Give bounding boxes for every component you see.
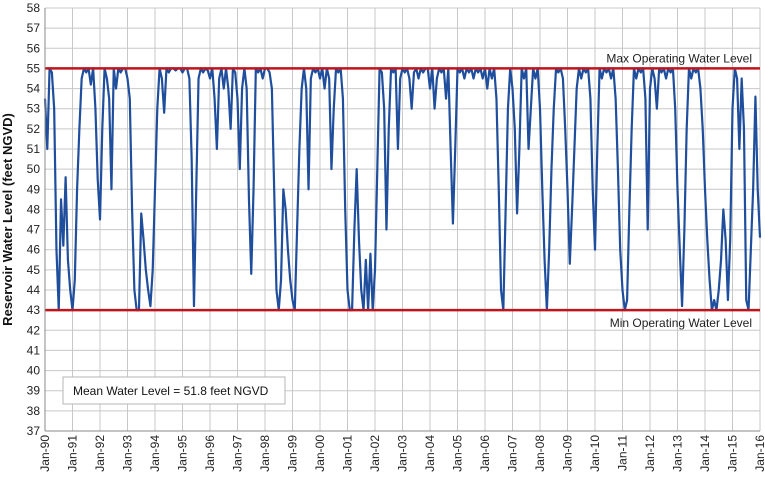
x-tick-label: Jan-12 [643,435,657,472]
y-tick-labels: 37 38 39 40 41 42 43 44 45 46 47 48 49 50 51 52 53 54 55 56… [27,1,41,438]
mean-level-box [62,376,286,405]
x-tick-label: Jan-07 [506,435,520,472]
y-tick-label: 44 [27,283,41,297]
x-tick-label: Jan-97 [231,435,245,472]
x-tick-label: Jan-90 [38,435,52,472]
y-tick-label: 40 [27,364,41,378]
x-tick-label: Jan-04 [423,435,437,472]
x-tick-label: Jan-93 [121,435,135,472]
x-tick-label: Jan-95 [176,435,190,472]
x-tick-labels: Jan-90 Jan-91 Jan-92 Jan-93 Jan-94 Jan-95 Jan-… [38,435,765,472]
x-tick-label: Jan-02 [368,435,382,472]
x-tick-label: Jan-09 [561,435,575,472]
x-tick-label: Jan-13 [671,435,685,472]
x-tick-label: Jan-05 [451,435,465,472]
x-tick-label: Jan-00 [313,435,327,472]
x-tick-label: Jan-06 [478,435,492,472]
min-level-label: Min Operating Water Level [610,316,752,330]
y-tick-label: 56 [27,41,41,55]
x-tick-label: Jan-01 [341,435,355,472]
y-axis-label: Reservoir Water Level (feet NGVD) [0,113,15,326]
x-tick-label: Jan-11 [616,435,630,471]
y-tick-label: 53 [27,102,41,116]
y-tick-label: 43 [27,303,41,317]
y-tick-label: 57 [27,21,41,35]
x-tick-label: Jan-15 [726,435,740,472]
y-tick-label: 48 [27,202,41,216]
x-tick-label: Jan-94 [148,435,162,472]
x-tick-label: Jan-91 [66,435,80,472]
y-tick-label: 42 [27,323,41,337]
y-tick-label: 41 [27,343,41,357]
y-tick-label: 55 [27,61,41,75]
max-level-label: Max Operating Water Level [606,51,752,65]
axes [44,8,760,432]
y-tick-label: 46 [27,243,41,257]
annotations: Max Operating Water Level Min Operating … [62,51,752,405]
x-tick-label: Jan-10 [588,435,602,472]
x-tick-label: Jan-08 [533,435,547,472]
y-tick-label: 49 [27,182,41,196]
x-tick-label: Jan-96 [203,435,217,472]
x-tick-label: Jan-16 [753,435,765,472]
y-tick-label: 54 [27,82,41,96]
y-tick-label: 58 [27,1,41,15]
y-tick-label: 37 [27,424,41,438]
y-tick-label: 51 [27,142,41,156]
mean-level-text: Mean Water Level = 51.8 feet NGVD [73,384,269,398]
x-tick-label: Jan-14 [698,435,712,472]
y-tick-label: 39 [27,384,41,398]
x-tick-label: Jan-99 [286,435,300,472]
y-tick-label: 45 [27,263,41,277]
y-tick-label: 38 [27,404,41,418]
x-tick-label: Jan-03 [396,435,410,472]
y-tick-label: 50 [27,162,41,176]
y-tick-label: 52 [27,122,41,136]
x-tick-label: Jan-98 [258,435,272,472]
y-tick-label: 47 [27,223,41,237]
x-tick-label: Jan-92 [93,435,107,472]
